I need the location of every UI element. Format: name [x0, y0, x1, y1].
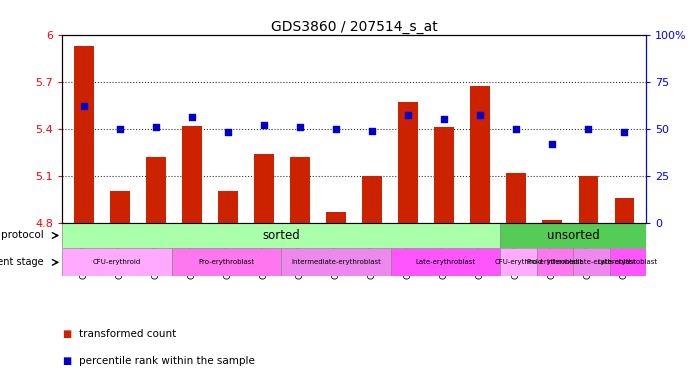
Title: GDS3860 / 207514_s_at: GDS3860 / 207514_s_at [271, 20, 437, 33]
Point [114, 126, 125, 132]
Text: Late-erythroblast: Late-erythroblast [415, 259, 475, 265]
Point [151, 124, 162, 130]
Point [403, 113, 414, 119]
Point [258, 122, 269, 128]
Bar [362, 175, 382, 223]
Bar [281, 248, 390, 276]
Point [475, 113, 486, 119]
Text: Intermediate-erythroblast: Intermediate-erythroblast [547, 259, 636, 265]
Text: Pro-erythroblast: Pro-erythroblast [198, 259, 254, 265]
Point [223, 129, 234, 136]
Text: transformed count: transformed count [79, 329, 177, 339]
Bar [218, 191, 238, 223]
Text: CFU-erythroid: CFU-erythroid [93, 259, 141, 265]
Bar [171, 248, 281, 276]
Bar [398, 102, 418, 223]
Bar [542, 220, 562, 223]
Bar [390, 248, 500, 276]
Text: Late-erythroblast: Late-erythroblast [598, 259, 658, 265]
Bar [609, 248, 646, 276]
Bar [254, 154, 274, 223]
Bar [507, 172, 527, 223]
Text: ■: ■ [62, 329, 71, 339]
Text: protocol: protocol [1, 230, 44, 240]
Point [439, 116, 450, 122]
Point [619, 129, 630, 136]
Bar [290, 157, 310, 223]
Text: Intermediate-erythroblast: Intermediate-erythroblast [291, 259, 381, 265]
Text: percentile rank within the sample: percentile rank within the sample [79, 356, 256, 366]
Bar [146, 157, 166, 223]
Point [511, 126, 522, 132]
Text: Pro-erythroblast: Pro-erythroblast [527, 259, 583, 265]
Bar [578, 175, 598, 223]
Text: unsorted: unsorted [547, 229, 600, 242]
Bar [182, 126, 202, 223]
Point [583, 126, 594, 132]
Point [187, 114, 198, 121]
Bar [62, 223, 500, 248]
Text: CFU-erythroid: CFU-erythroid [494, 259, 542, 265]
Text: development stage: development stage [0, 257, 44, 267]
Bar [573, 248, 609, 276]
Bar [62, 248, 171, 276]
Bar [500, 248, 537, 276]
Point [294, 124, 305, 130]
Bar [500, 223, 646, 248]
Bar [614, 198, 634, 223]
Point [547, 141, 558, 147]
Point [78, 103, 89, 109]
Text: ■: ■ [62, 356, 71, 366]
Bar [74, 46, 94, 223]
Point [367, 127, 378, 134]
Bar [110, 191, 130, 223]
Bar [435, 127, 454, 223]
Text: sorted: sorted [263, 229, 300, 242]
Bar [471, 86, 490, 223]
Bar [537, 248, 573, 276]
Bar [326, 212, 346, 223]
Point [330, 126, 341, 132]
